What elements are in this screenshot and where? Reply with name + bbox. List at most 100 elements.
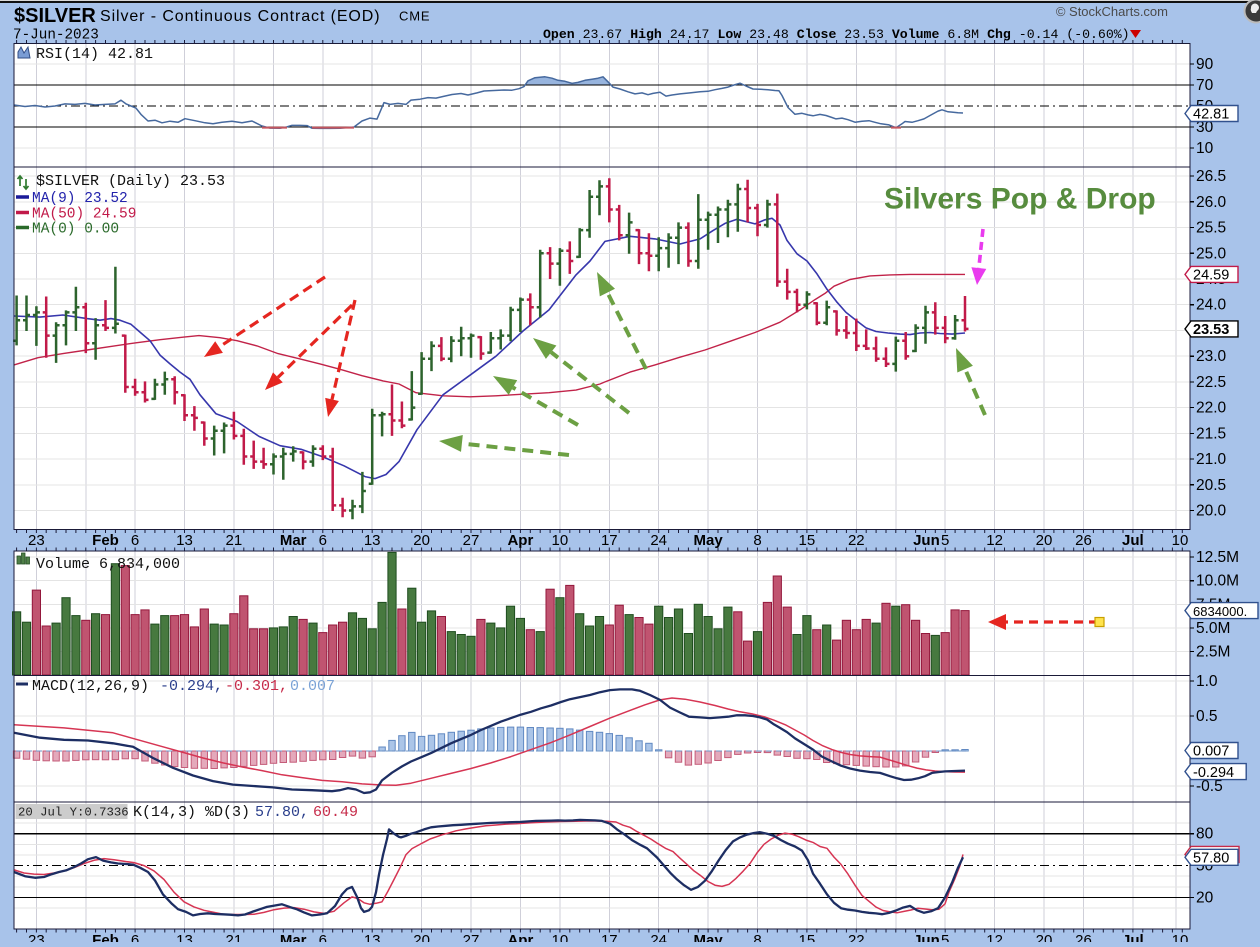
svg-text:Silvers Pop & Drop: Silvers Pop & Drop [884, 183, 1156, 216]
svg-text:Open: Open [543, 27, 575, 42]
svg-text:10: 10 [1196, 140, 1214, 157]
svg-text:22: 22 [848, 932, 865, 942]
svg-text:Jun: Jun [913, 932, 940, 942]
svg-text:Silver - Continuous Contract (: Silver - Continuous Contract (EOD) [100, 8, 380, 25]
svg-text:-0.301,: -0.301, [225, 678, 288, 695]
svg-text:Jul: Jul [1122, 532, 1144, 549]
svg-text:24.17: 24.17 [670, 27, 710, 42]
svg-text:80: 80 [1196, 826, 1214, 843]
svg-text:Apr: Apr [507, 532, 533, 549]
svg-text:May: May [694, 932, 724, 942]
svg-text:0.007: 0.007 [290, 678, 335, 695]
svg-text:Mar: Mar [280, 532, 307, 549]
svg-text:17: 17 [601, 532, 618, 549]
svg-text:21.5: 21.5 [1196, 425, 1226, 442]
svg-text:26.0: 26.0 [1196, 194, 1227, 211]
svg-text:10: 10 [1172, 932, 1189, 942]
svg-text:8: 8 [753, 532, 761, 549]
svg-text:Feb: Feb [92, 932, 119, 942]
svg-text:21: 21 [226, 932, 243, 942]
svg-text:22: 22 [848, 532, 865, 549]
svg-text:Jun: Jun [913, 532, 940, 549]
svg-text:10: 10 [552, 932, 569, 942]
svg-text:13: 13 [364, 532, 381, 549]
svg-text:12.5M: 12.5M [1196, 549, 1239, 566]
svg-text:17: 17 [601, 932, 618, 942]
svg-text:20.0: 20.0 [1196, 503, 1227, 520]
svg-text:6: 6 [319, 532, 327, 549]
svg-text:-0.14 (-0.60%): -0.14 (-0.60%) [1019, 27, 1130, 42]
svg-text:21: 21 [226, 532, 243, 549]
svg-text:26: 26 [1075, 532, 1092, 549]
svg-text:27: 27 [463, 532, 480, 549]
svg-text:20: 20 [1036, 932, 1053, 942]
svg-text:-0.294,: -0.294, [160, 678, 223, 695]
svg-text:© StockCharts.com: © StockCharts.com [1056, 4, 1168, 19]
svg-text:27: 27 [463, 932, 480, 942]
svg-text:10: 10 [552, 532, 569, 549]
svg-text:6834000.: 6834000. [1193, 604, 1247, 619]
svg-text:13: 13 [176, 932, 193, 942]
svg-text:5: 5 [941, 932, 949, 942]
svg-text:23.0: 23.0 [1196, 348, 1227, 365]
svg-text:Chg: Chg [987, 27, 1011, 42]
svg-text:42.81: 42.81 [1193, 107, 1229, 123]
svg-text:5.0M: 5.0M [1196, 620, 1230, 637]
svg-text:13: 13 [364, 932, 381, 942]
svg-text:23.53: 23.53 [844, 27, 884, 42]
svg-text:6: 6 [131, 532, 139, 549]
svg-text:5: 5 [941, 532, 949, 549]
svg-text:24.0: 24.0 [1196, 297, 1227, 314]
svg-text:10: 10 [1172, 532, 1189, 549]
svg-text:70: 70 [1196, 77, 1214, 94]
svg-text:May: May [694, 532, 724, 549]
svg-text:MACD(12,26,9): MACD(12,26,9) [32, 678, 149, 695]
svg-text:Volume: Volume [892, 27, 940, 42]
svg-text:High: High [630, 27, 662, 42]
svg-text:25.0: 25.0 [1196, 245, 1227, 262]
svg-text:23.48: 23.48 [749, 27, 789, 42]
svg-text:12: 12 [986, 532, 1003, 549]
svg-text:20: 20 [1036, 532, 1053, 549]
svg-text:RSI(14) 42.81: RSI(14) 42.81 [36, 46, 153, 63]
svg-text:20.5: 20.5 [1196, 477, 1226, 494]
svg-text:13: 13 [176, 532, 193, 549]
svg-text:26: 26 [1075, 932, 1092, 942]
svg-text:6: 6 [319, 932, 327, 942]
svg-text:23: 23 [28, 532, 45, 549]
svg-text:20 Jul Y:0.7336: 20 Jul Y:0.7336 [18, 806, 129, 820]
svg-text:10.0M: 10.0M [1196, 573, 1239, 590]
svg-text:24: 24 [650, 532, 667, 549]
svg-text:CME: CME [399, 9, 430, 24]
svg-text:24: 24 [650, 932, 667, 942]
svg-text:20: 20 [413, 532, 430, 549]
svg-text:Volume 6,834,000: Volume 6,834,000 [36, 556, 180, 573]
svg-text:$SILVER (Daily) 23.53: $SILVER (Daily) 23.53 [36, 173, 225, 190]
svg-text:6: 6 [131, 932, 139, 942]
svg-text:26.5: 26.5 [1196, 168, 1226, 185]
svg-text:Low: Low [718, 27, 742, 42]
svg-text:MA(9) 23.52: MA(9) 23.52 [32, 191, 128, 207]
svg-text:6.8M: 6.8M [947, 27, 979, 42]
svg-text:Mar: Mar [280, 932, 307, 942]
svg-text:24.59: 24.59 [1193, 268, 1229, 284]
svg-text:MA(0) 0.00: MA(0) 0.00 [32, 222, 119, 238]
svg-text:22.0: 22.0 [1196, 400, 1227, 417]
svg-text:0.007: 0.007 [1193, 744, 1229, 760]
svg-text:0.5: 0.5 [1196, 708, 1218, 725]
svg-text:K(14,3) %D(3): K(14,3) %D(3) [133, 804, 250, 821]
svg-text:15: 15 [799, 532, 816, 549]
svg-text:Close: Close [797, 27, 837, 42]
svg-text:57.80: 57.80 [1193, 851, 1229, 867]
svg-text:21.0: 21.0 [1196, 451, 1227, 468]
svg-text:MA(50) 24.59: MA(50) 24.59 [32, 207, 136, 223]
svg-text:57.80,: 57.80, [255, 804, 309, 821]
svg-text:12: 12 [986, 932, 1003, 942]
svg-text:Feb: Feb [92, 532, 119, 549]
svg-text:90: 90 [1196, 56, 1214, 73]
svg-text:$SILVER: $SILVER [14, 5, 96, 27]
svg-text:Apr: Apr [507, 932, 533, 942]
svg-text:25.5: 25.5 [1196, 220, 1226, 237]
svg-text:23.67: 23.67 [583, 27, 623, 42]
svg-text:Jul: Jul [1122, 932, 1144, 942]
